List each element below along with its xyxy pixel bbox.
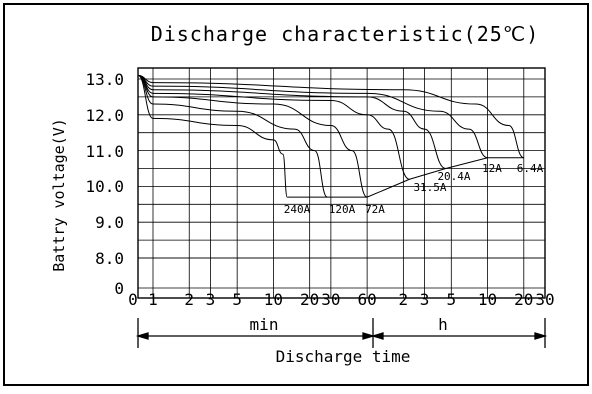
chart-title: Discharge characteristic(25℃): [151, 22, 540, 46]
min-arrow-right: [362, 332, 376, 340]
x-tick-label: 3: [206, 290, 216, 309]
series-label: 6.4A: [517, 162, 544, 175]
unit-label-h: h: [438, 315, 448, 334]
x-axis-label: Discharge time: [276, 347, 411, 366]
y-tick-label: 9.0: [95, 213, 124, 232]
x-tick-label: 2: [184, 290, 194, 309]
discharge-curve: [137, 74, 368, 198]
discharge-curve: [137, 74, 328, 198]
discharge-curve: [137, 74, 410, 180]
discharge-curve: [137, 74, 488, 159]
series-label: 120A: [329, 203, 356, 216]
x-tick-label: 0: [128, 290, 138, 309]
h-arrow-right: [534, 332, 548, 340]
discharge-curve: [137, 74, 288, 198]
series-label: 31.5A: [413, 181, 446, 194]
x-tick-label: 30: [321, 290, 340, 309]
discharge-curve: [137, 74, 446, 169]
x-tick-label: 5: [446, 290, 456, 309]
y-tick-label: 12.0: [85, 106, 124, 125]
x-tick-label: 1: [148, 290, 158, 309]
discharge-curves: [137, 74, 525, 198]
x-tick-labels: 0 1 2 3 5 10 20 30 60 2 3 5 10 20 30: [128, 290, 554, 309]
y-tick-label: 0: [114, 279, 124, 298]
series-label: 72A: [365, 203, 385, 216]
y-tick-label: 11.0: [85, 142, 124, 161]
min-arrow-left: [135, 332, 149, 340]
y-tick-label: 13.0: [85, 70, 124, 89]
series-label: 12A: [482, 162, 502, 175]
discharge-curve: [137, 74, 525, 159]
cutoff-line: [445, 157, 488, 169]
series-label: 20.4A: [437, 170, 470, 183]
x-tick-label: 60: [357, 290, 376, 309]
y-tick-label: 10.0: [85, 177, 124, 196]
y-axis-label: Battry voltage(V): [50, 118, 68, 272]
x-tick-label: 3: [420, 290, 430, 309]
x-tick-label: 10: [478, 290, 497, 309]
cutoff-line: [366, 178, 410, 198]
x-tick-label: 2: [399, 290, 409, 309]
h-arrow-left: [370, 332, 384, 340]
series-label: 240A: [284, 203, 311, 216]
x-tick-label: 5: [232, 290, 242, 309]
x-tick-label: 20: [300, 290, 319, 309]
chart-frame: [3, 3, 589, 386]
y-tick-label: 8.0: [95, 249, 124, 268]
x-tick-label: 20: [514, 290, 533, 309]
y-tick-labels: 13.0 12.0 11.0 10.0 9.0 8.0 0: [85, 70, 124, 298]
unit-brackets: [135, 318, 548, 348]
x-tick-label: 10: [264, 290, 283, 309]
cutoff-line: [409, 168, 446, 180]
plot-grid: [137, 67, 546, 299]
unit-label-min: min: [250, 315, 279, 334]
x-tick-label: 30: [535, 290, 554, 309]
